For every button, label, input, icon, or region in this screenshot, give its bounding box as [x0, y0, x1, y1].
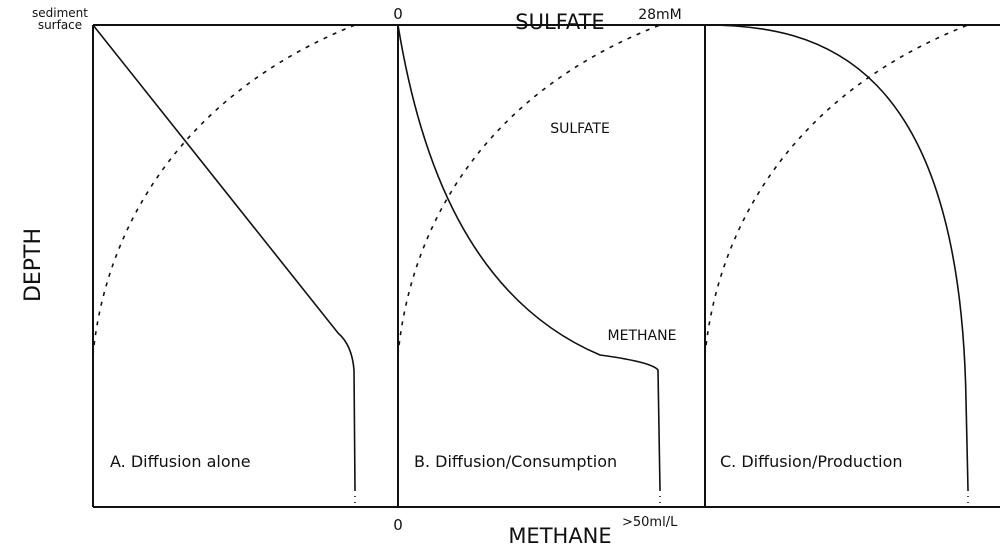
methane-curve	[704, 24, 969, 491]
surface-label: surface	[38, 18, 82, 32]
panel-label: B. Diffusion/Consumption	[414, 452, 617, 471]
top-title: SULFATE	[515, 10, 604, 34]
bottom-title: METHANE	[508, 524, 611, 547]
curve-label: METHANE	[608, 328, 677, 344]
panel-label: A. Diffusion alone	[110, 452, 251, 471]
sulfate-curve	[92, 24, 356, 356]
sulfate-curve	[704, 24, 969, 356]
panel-label: C. Diffusion/Production	[720, 452, 903, 471]
methane-curve	[92, 24, 356, 491]
surface-label: sediment	[32, 6, 88, 20]
y-title: DEPTH	[21, 228, 46, 302]
methane-curve	[397, 24, 661, 491]
curve-label: SULFATE	[550, 121, 610, 137]
bottom-max: >50ml/L	[622, 515, 678, 530]
top-max: 28mM	[638, 7, 682, 23]
sulfate-curve	[397, 24, 661, 356]
bottom-min: 0	[393, 516, 403, 534]
top-min: 0	[393, 5, 403, 23]
